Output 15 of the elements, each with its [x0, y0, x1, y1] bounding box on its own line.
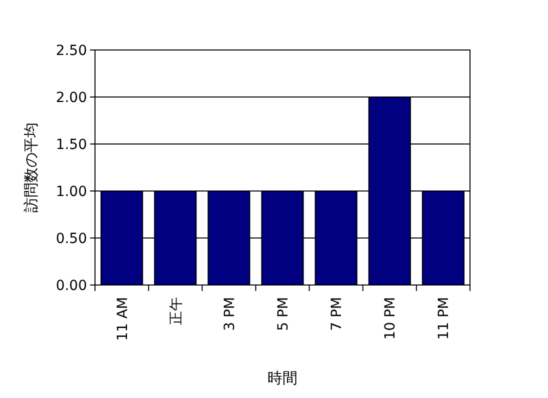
y-tick-label: 1.50: [56, 137, 87, 153]
y-tick-label: 2.00: [56, 90, 87, 106]
x-tick-label: 正午: [168, 297, 184, 325]
x-tick-label: 10 PM: [382, 297, 399, 340]
x-tick-label: 11 AM: [114, 297, 131, 341]
y-tick-label: 2.50: [56, 43, 87, 59]
x-tick-label: 5 PM: [276, 297, 292, 331]
y-tick-label: 0.00: [56, 278, 87, 294]
x-tick-label: 7 PM: [329, 297, 346, 331]
y-axis-title: 訪問数の平均: [22, 122, 40, 212]
x-tick-label: 11 PM: [436, 297, 452, 340]
x-tick-label: 3 PM: [222, 297, 238, 331]
x-axis-title: 時間: [268, 369, 298, 387]
y-tick-label: 1.00: [56, 184, 87, 200]
y-tick-label: 0.50: [56, 231, 87, 247]
